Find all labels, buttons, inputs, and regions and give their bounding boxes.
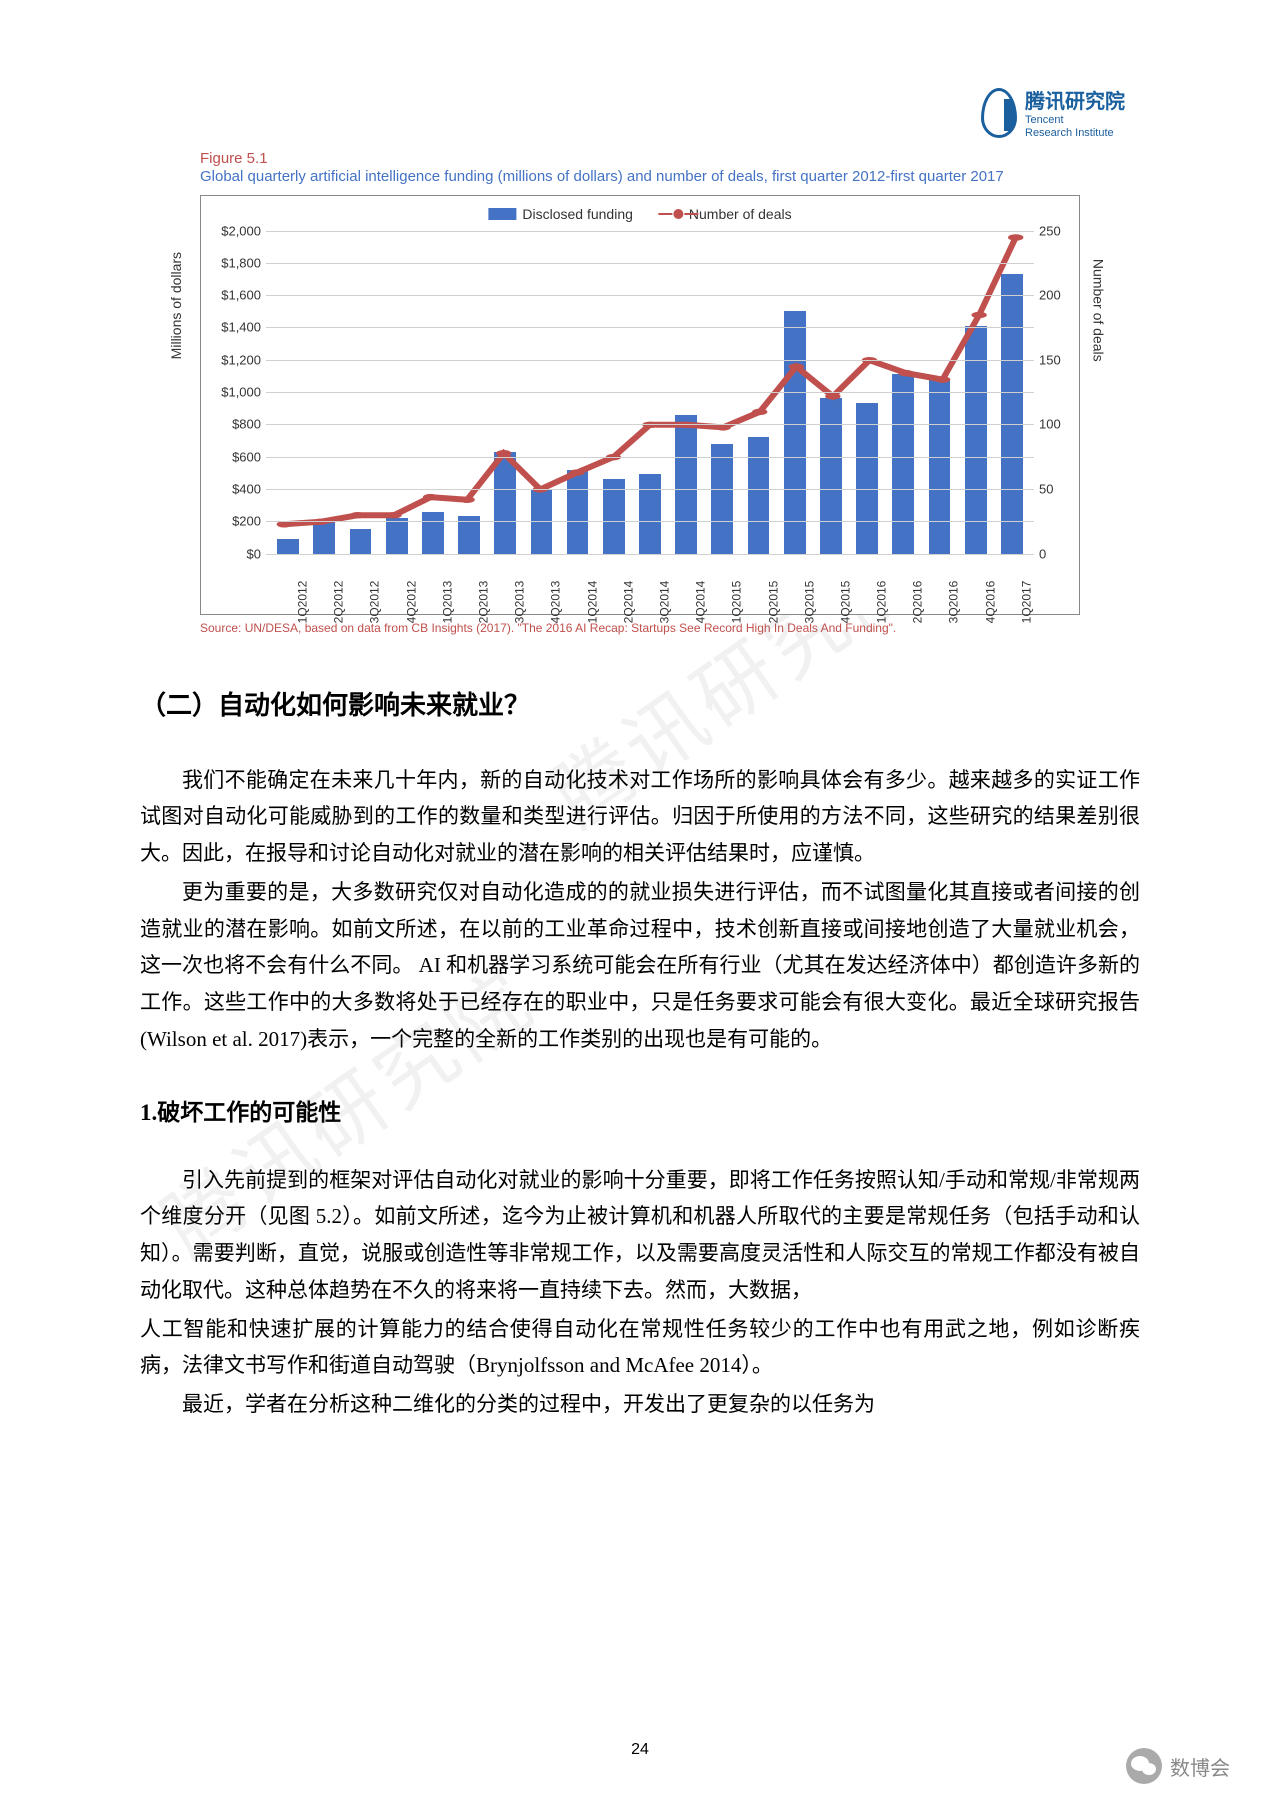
x-tick-label: 3Q2014	[657, 580, 671, 623]
chart-legend: Disclosed funding Number of deals	[488, 206, 791, 222]
y-left-tick: $2,000	[206, 223, 261, 238]
logo-icon	[981, 88, 1017, 138]
x-tick-label: 3Q2013	[513, 580, 527, 623]
chart: Disclosed funding Number of deals Millio…	[200, 195, 1080, 615]
y-right-tick: 150	[1039, 352, 1074, 367]
x-tick-label: 2Q2012	[332, 580, 346, 623]
logo-en1: Tencent	[1025, 114, 1125, 127]
y-left-tick: $0	[206, 546, 261, 561]
paragraph: 我们不能确定在未来几十年内，新的自动化技术对工作场所的影响具体会有多少。越来越多…	[140, 762, 1140, 872]
y-right-tick: 100	[1039, 417, 1074, 432]
footer-text: 数博会	[1170, 1752, 1230, 1781]
y-right-axis-label: Number of deals	[1091, 258, 1107, 361]
figure-5-1: Figure 5.1 Global quarterly artificial i…	[200, 150, 1080, 635]
sub-heading: 1.破坏工作的可能性	[140, 1093, 1140, 1127]
paragraph: 人工智能和快速扩展的计算能力的结合使得自动化在常规性任务较少的工作中也有用武之地…	[140, 1311, 1140, 1385]
legend-line-label: Number of deals	[689, 206, 792, 222]
y-right-tick: 250	[1039, 223, 1074, 238]
figure-title: Global quarterly artificial intelligence…	[200, 167, 1080, 187]
logo-en2: Research Institute	[1025, 127, 1125, 140]
plot-area: 1Q20122Q20123Q20124Q20121Q20132Q20133Q20…	[266, 231, 1034, 554]
y-right-tick: 200	[1039, 288, 1074, 303]
x-tick-label: 4Q2015	[838, 580, 852, 623]
legend-bar-label: Disclosed funding	[522, 206, 633, 222]
x-tick-label: 1Q2014	[585, 580, 599, 623]
y-left-tick: $1,400	[206, 320, 261, 335]
y-left-tick: $200	[206, 514, 261, 529]
y-left-tick: $600	[206, 449, 261, 464]
x-tick-label: 1Q2017	[1019, 580, 1033, 623]
x-tick-label: 1Q2016	[874, 580, 888, 623]
paragraph: 最近，学者在分析这种二维化的分类的过程中，开发出了更复杂的以任务为	[140, 1386, 1140, 1423]
paragraph: 引入先前提到的框架对评估自动化对就业的影响十分重要，即将工作任务按照认知/手动和…	[140, 1162, 1140, 1309]
y-left-axis-label: Millions of dollars	[168, 251, 184, 358]
x-tick-label: 2Q2016	[911, 580, 925, 623]
figure-number: Figure 5.1	[200, 150, 1080, 167]
wechat-icon	[1126, 1748, 1162, 1784]
x-tick-label: 1Q2013	[440, 580, 454, 623]
footer-badge: 数博会	[1126, 1748, 1230, 1784]
page-number: 24	[631, 1741, 649, 1759]
tencent-logo: 腾讯研究院 Tencent Research Institute	[981, 85, 1125, 140]
y-left-tick: $1,200	[206, 352, 261, 367]
x-tick-label: 4Q2013	[549, 580, 563, 623]
y-left-tick: $1,000	[206, 385, 261, 400]
x-tick-label: 1Q2015	[730, 580, 744, 623]
x-tick-label: 4Q2012	[404, 580, 418, 623]
x-tick-label: 1Q2012	[295, 580, 309, 623]
x-tick-label: 3Q2016	[947, 580, 961, 623]
y-left-tick: $1,800	[206, 255, 261, 270]
logo-cn: 腾讯研究院	[1025, 85, 1125, 114]
y-right-tick: 0	[1039, 546, 1074, 561]
x-tick-label: 2Q2014	[621, 580, 635, 623]
x-tick-label: 3Q2012	[368, 580, 382, 623]
section-heading: （二）自动化如何影响未来就业？	[140, 685, 1140, 722]
paragraph: 更为重要的是，大多数研究仅对自动化造成的的就业损失进行评估，而不试图量化其直接或…	[140, 874, 1140, 1058]
body-text: 引入先前提到的框架对评估自动化对就业的影响十分重要，即将工作任务按照认知/手动和…	[140, 1162, 1140, 1423]
legend-marker-icon	[673, 209, 683, 219]
y-right-tick: 50	[1039, 481, 1074, 496]
y-left-tick: $400	[206, 481, 261, 496]
body-text: 我们不能确定在未来几十年内，新的自动化技术对工作场所的影响具体会有多少。越来越多…	[140, 762, 1140, 1058]
x-tick-label: 4Q2016	[983, 580, 997, 623]
x-tick-label: 2Q2015	[766, 580, 780, 623]
x-tick-label: 2Q2013	[476, 580, 490, 623]
legend-bar-icon	[488, 208, 516, 220]
y-left-tick: $800	[206, 417, 261, 432]
document-page: 腾讯研究院 Tencent Research Institute 腾讯研究院 腾…	[0, 0, 1280, 1809]
x-tick-label: 4Q2014	[694, 580, 708, 623]
x-tick-label: 3Q2015	[802, 580, 816, 623]
y-left-tick: $1,600	[206, 288, 261, 303]
